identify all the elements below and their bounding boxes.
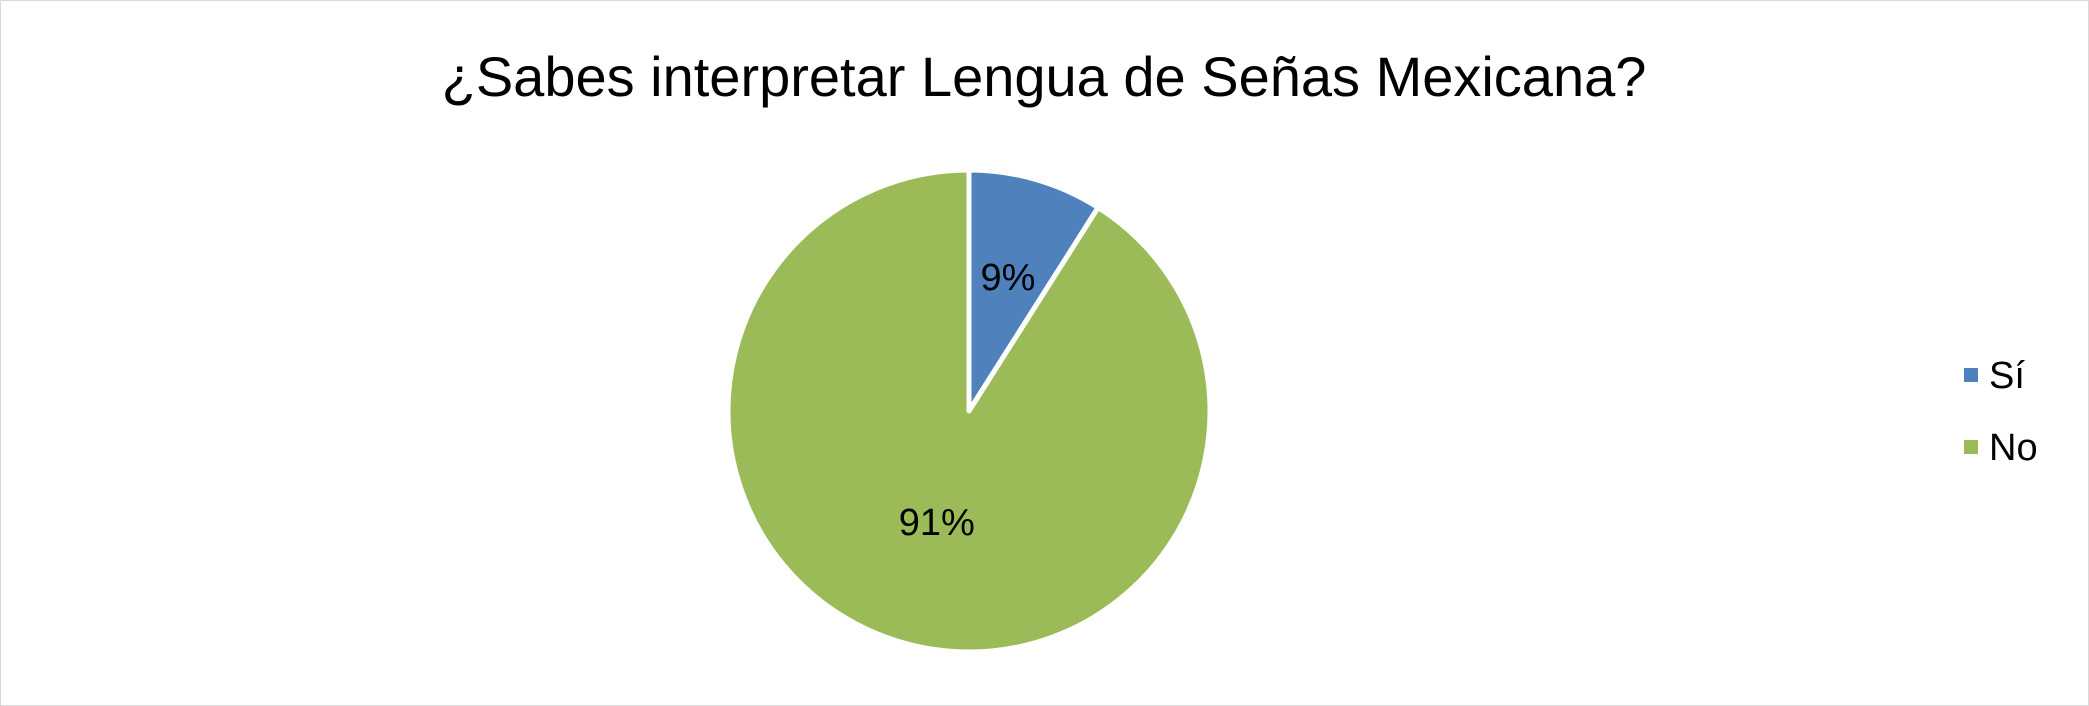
- legend-swatch-si: [1964, 368, 1978, 382]
- data-label-no: 91%: [899, 502, 975, 544]
- chart-title: ¿Sabes interpretar Lengua de Señas Mexic…: [442, 45, 1647, 108]
- pie-slices: [725, 167, 1213, 655]
- legend-label-si: Sí: [1989, 355, 2025, 397]
- legend-swatch-no: [1964, 440, 1978, 454]
- pie-slice-si: [966, 167, 1101, 414]
- data-label-si: 9%: [981, 257, 1036, 299]
- chart-legend: Sí No: [1964, 355, 2038, 469]
- pie-data-labels: 9% 91%: [899, 257, 1036, 544]
- legend-label-no: No: [1989, 427, 2038, 469]
- pie-slice-no: [725, 167, 1213, 655]
